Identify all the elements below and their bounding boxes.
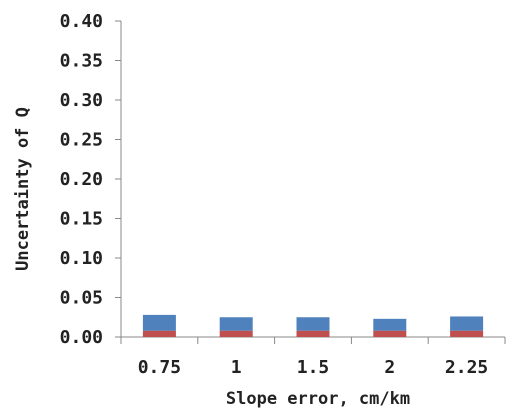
y-tick-label: 0.40 <box>60 11 103 32</box>
x-tick-label: 1 <box>231 357 242 378</box>
bar-segment <box>450 316 484 331</box>
y-tick-label: 0.15 <box>60 209 103 230</box>
bars <box>142 314 484 337</box>
y-tick-labels: 0.00 0.05 0.10 0.15 0.20 0.25 0.30 0.35 0.40 <box>60 11 103 348</box>
bar-segment <box>296 317 330 331</box>
y-tick-label: 0.05 <box>60 288 103 309</box>
bar-segment <box>219 317 253 331</box>
y-tick-label: 0.25 <box>60 130 103 151</box>
x-tick-labels: 0.75 1 1.5 2 2.25 <box>138 357 489 378</box>
y-tick-label: 0.30 <box>60 90 103 111</box>
bar-segment <box>373 330 407 337</box>
bar-segment <box>142 330 176 337</box>
axes <box>115 20 506 344</box>
bar-segment <box>296 330 330 337</box>
y-tick-label: 0.35 <box>60 51 103 72</box>
bar-segment <box>142 314 176 331</box>
bar-segment <box>373 318 407 331</box>
x-tick-label: 0.75 <box>138 357 181 378</box>
bar-segment <box>219 330 253 337</box>
y-tick-label: 0.00 <box>60 327 103 348</box>
y-axis-title: Uncertainty of Q <box>13 107 33 271</box>
y-tick-label: 0.10 <box>60 248 103 269</box>
x-axis-title: Slope error, cm/km <box>226 389 410 409</box>
bar-segment <box>450 330 484 337</box>
x-tick-label: 2 <box>384 357 395 378</box>
y-tick-label: 0.20 <box>60 169 103 190</box>
x-tick-label: 1.5 <box>297 357 330 378</box>
x-tick-label: 2.25 <box>445 357 488 378</box>
